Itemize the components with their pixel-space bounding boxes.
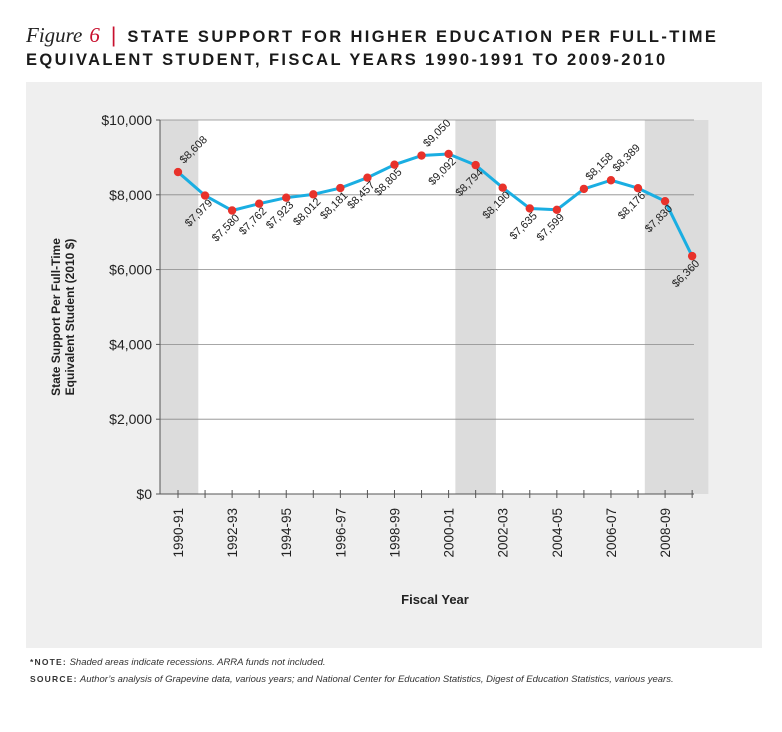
data-point xyxy=(336,183,345,193)
data-point xyxy=(687,251,697,261)
data-point xyxy=(282,193,291,202)
title-line-2: EQUIVALENT STUDENT, FISCAL YEARS 1990-19… xyxy=(26,49,766,72)
data-point xyxy=(227,206,237,215)
recession-band xyxy=(455,120,496,494)
line-chart: $0 $2,000 $4,000 $6,000 $8,000 $10,000 1990-9… xyxy=(49,112,709,607)
title-text-line-2: EQUIVALENT STUDENT, FISCAL YEARS 1990-19… xyxy=(26,51,668,69)
x-tick-label: 2004-05 xyxy=(550,508,565,558)
y-axis-title: State Support Per Full-TimeEquivalent St… xyxy=(49,238,77,396)
data-point xyxy=(417,151,426,160)
note-label: *NOTE: xyxy=(30,657,67,667)
data-point xyxy=(390,160,399,169)
y-tick-label: $4,000 xyxy=(109,336,152,352)
note-text: Shaded areas indicate recessions. ARRA f… xyxy=(69,657,326,668)
y-tick-label: $2,000 xyxy=(109,411,152,427)
data-point xyxy=(525,204,534,213)
source-label: SOURCE: xyxy=(30,674,78,684)
figure-title: Figure 6 | STATE SUPPORT FOR HIGHER EDUC… xyxy=(26,24,766,72)
source-row: SOURCE: Author’s analysis of Grapevine d… xyxy=(30,673,750,686)
series-line xyxy=(177,152,694,257)
data-point xyxy=(254,199,264,208)
x-tick-label: 2002-03 xyxy=(496,508,511,558)
y-axis-title-line-2: Equivalent Student (2010 $) xyxy=(63,239,77,396)
title-separator: | xyxy=(110,24,117,47)
x-tick-label: 2008-09 xyxy=(658,508,673,558)
figure-number: 6 xyxy=(89,23,100,47)
data-point xyxy=(498,183,507,192)
figure-notes: *NOTE: Shaded areas indicate recessions.… xyxy=(30,656,750,690)
data-point xyxy=(173,167,183,177)
figure-word: Figure xyxy=(26,23,83,47)
y-tick-label: $6,000 xyxy=(109,262,152,278)
data-point xyxy=(471,160,480,170)
data-point xyxy=(660,196,670,206)
x-tick-label: 1992-93 xyxy=(225,508,240,558)
x-tick-label: 1996-97 xyxy=(333,508,348,558)
data-point xyxy=(606,176,616,185)
x-tick-label: 1998-99 xyxy=(387,508,402,558)
title-line-1: Figure 6 | STATE SUPPORT FOR HIGHER EDUC… xyxy=(26,24,766,49)
data-point xyxy=(552,205,562,214)
note-row: *NOTE: Shaded areas indicate recessions.… xyxy=(30,656,750,669)
recession-band xyxy=(644,120,709,494)
x-tick-label: 1994-95 xyxy=(279,508,294,558)
data-point xyxy=(579,184,589,194)
data-point xyxy=(200,191,210,200)
title-text-line-1: STATE SUPPORT FOR HIGHER EDUCATION PER F… xyxy=(127,28,719,46)
data-point xyxy=(444,149,453,159)
x-tick-label: 2006-07 xyxy=(604,508,619,558)
source-text: Author’s analysis of Grapevine data, var… xyxy=(79,674,674,685)
chart-panel: $0 $2,000 $4,000 $6,000 $8,000 $10,000 1990-9… xyxy=(26,82,762,648)
y-tick-label: $8,000 xyxy=(109,187,152,203)
x-tick-label: 2000-01 xyxy=(442,508,457,558)
x-tick-label: 1990-91 xyxy=(171,508,186,558)
data-point xyxy=(309,190,318,199)
plot-area xyxy=(160,120,694,494)
x-axis-title: Fiscal Year xyxy=(401,592,469,607)
y-tick-label: $0 xyxy=(136,486,152,502)
y-tick-label: $10,000 xyxy=(101,112,152,128)
y-axis-title-line-1: State Support Per Full-Time xyxy=(49,238,63,396)
data-point xyxy=(633,184,643,193)
data-point xyxy=(363,173,372,182)
